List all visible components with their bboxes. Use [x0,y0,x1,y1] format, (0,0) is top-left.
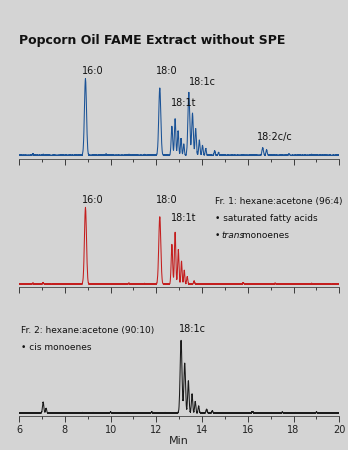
Text: 18:1t: 18:1t [171,98,196,108]
Text: 18:1c: 18:1c [189,76,216,87]
Text: • saturated fatty acids: • saturated fatty acids [215,214,317,223]
Text: Fr. 1: hexane:acetone (96:4): Fr. 1: hexane:acetone (96:4) [215,197,342,206]
Text: trans: trans [221,231,244,240]
Text: Popcorn Oil FAME Extract without SPE: Popcorn Oil FAME Extract without SPE [19,34,285,47]
Text: 16:0: 16:0 [82,66,104,76]
Text: monoenes: monoenes [239,231,289,240]
Text: 18:2c/c: 18:2c/c [257,132,293,142]
Text: 18:0: 18:0 [156,195,178,205]
Text: • cis monoenes: • cis monoenes [21,343,92,352]
Text: 18:0: 18:0 [156,66,178,76]
Text: 16:0: 16:0 [82,195,104,205]
Text: 18:1t: 18:1t [171,213,196,223]
Text: •: • [215,231,223,240]
Text: Fr. 2: hexane:acetone (90:10): Fr. 2: hexane:acetone (90:10) [21,326,154,335]
Text: 18:1c: 18:1c [179,324,206,333]
X-axis label: Min: Min [169,436,189,446]
